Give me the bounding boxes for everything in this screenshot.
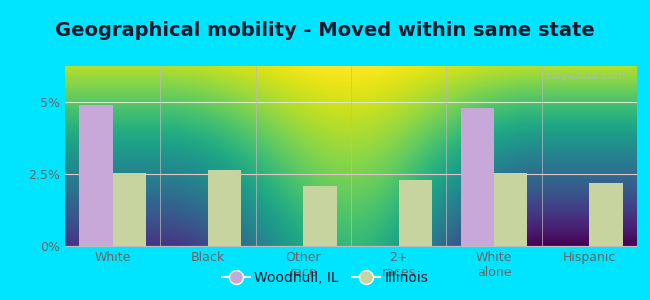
Bar	[79, 105, 112, 246]
Bar	[494, 172, 527, 246]
Legend: Woodhull, IL, Illinois: Woodhull, IL, Illinois	[216, 265, 434, 290]
Bar	[590, 183, 623, 246]
Bar	[398, 180, 432, 246]
Bar	[208, 170, 241, 246]
Bar	[304, 185, 337, 246]
Bar	[112, 172, 146, 246]
Bar	[461, 108, 494, 246]
Text: Geographical mobility - Moved within same state: Geographical mobility - Moved within sam…	[55, 21, 595, 40]
Text: City-Data.com: City-Data.com	[546, 71, 625, 81]
